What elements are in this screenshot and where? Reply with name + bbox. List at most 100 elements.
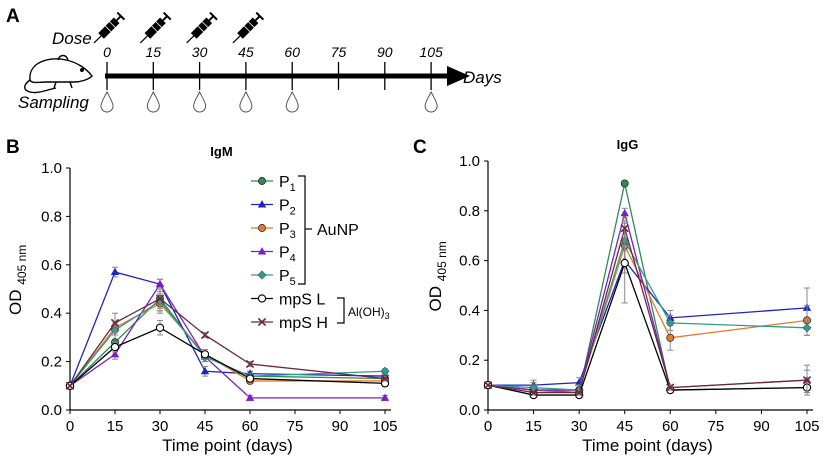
- x-tick-label: 45: [616, 418, 633, 435]
- data-point: [620, 179, 629, 188]
- timeline-tick-label: 60: [284, 44, 300, 60]
- x-tick-label: 30: [571, 418, 588, 435]
- chart-title: IgM: [210, 144, 232, 159]
- x-tick-label: 60: [662, 418, 679, 435]
- series-line: [487, 261, 808, 396]
- blood-drop-icon: [100, 90, 114, 113]
- syringe-icon: [93, 11, 126, 44]
- data-point: [380, 393, 390, 401]
- data-point: [574, 388, 584, 397]
- panel-label: C: [413, 137, 427, 158]
- blood-drop-icon: [193, 90, 207, 113]
- panel-a-timeline: A Dose Sampling Days 0 15 30 45 60 75 90 105: [6, 6, 502, 113]
- legend-group-aunp: AuNP: [317, 222, 359, 239]
- data-point: [110, 342, 120, 352]
- data-point: [200, 330, 210, 340]
- series-line: [487, 210, 808, 391]
- series-line: [69, 297, 386, 387]
- x-tick-label: 90: [332, 418, 349, 435]
- timeline-tick-label: 45: [238, 44, 254, 60]
- data-point: [257, 270, 267, 280]
- series-p5: [483, 230, 812, 396]
- series-line: [487, 243, 808, 391]
- series-line: [69, 271, 386, 387]
- data-point: [110, 349, 120, 358]
- y-tick-label: 0.6: [459, 253, 480, 270]
- x-tick-label: 60: [242, 418, 259, 435]
- data-point: [257, 200, 267, 208]
- days-label: Days: [463, 68, 502, 87]
- legend-group-alum: Al(OH)3: [348, 305, 390, 321]
- series-line: [487, 225, 808, 394]
- data-point: [155, 294, 165, 303]
- legend-label: P3: [279, 221, 296, 241]
- x-tick-label: 15: [107, 418, 124, 435]
- x-tick-label: 15: [525, 418, 542, 435]
- igm-chart: B IgM 0 15 30 45 60 75 90 105 0.0 0.2 0.4 0.6 0.8 1.0 Ti…: [6, 137, 398, 455]
- legend-label: P1: [279, 174, 296, 194]
- timeline-tick-label: 15: [146, 44, 162, 60]
- x-tick-label: 45: [197, 418, 214, 435]
- series-line: [69, 300, 386, 387]
- x-tick-label: 0: [66, 418, 74, 435]
- data-point: [620, 224, 629, 233]
- data-point: [380, 374, 390, 383]
- x-tick-label: 90: [753, 418, 770, 435]
- chart-title: IgG: [617, 137, 639, 152]
- x-tick-label: 105: [372, 418, 397, 435]
- y-axis-label: OD 405 nm: [6, 245, 29, 315]
- dose-label: Dose: [52, 29, 92, 48]
- panel-a-label: A: [6, 6, 20, 27]
- y-tick-label: 0.2: [41, 354, 62, 371]
- data-point: [110, 318, 120, 328]
- legend: P1 P2 P3 P4 P5 mpS L mpS H AuNP Al(OH)3: [251, 174, 390, 332]
- data-point: [258, 177, 266, 185]
- x-tick-label: 105: [794, 418, 819, 435]
- y-tick-label: 1.0: [41, 160, 62, 177]
- data-point: [65, 381, 75, 390]
- data-point: [483, 380, 493, 390]
- timeline-tick-label: 75: [331, 44, 347, 60]
- data-point: [110, 267, 120, 276]
- blood-drop-icon: [285, 90, 299, 113]
- data-point: [665, 318, 675, 328]
- series-line: [69, 326, 386, 387]
- legend-bracket: [337, 297, 345, 324]
- data-point: [245, 359, 255, 369]
- y-tick-label: 0.4: [41, 305, 62, 322]
- y-tick-label: 0.6: [41, 257, 62, 274]
- x-axis-label: Time point (days): [582, 436, 713, 455]
- legend-label: P4: [279, 245, 296, 265]
- legend-label: mpS H: [279, 315, 328, 332]
- x-tick-label: 30: [152, 418, 169, 435]
- series-p3: [484, 230, 811, 396]
- syringe-icon: [232, 11, 265, 44]
- igg-chart: C IgG 0 15 30 45 60 75 90 105 0.0 0.2 0.4 0.6 0.8 1.0 Ti…: [413, 137, 820, 455]
- x-tick-label: 75: [708, 418, 725, 435]
- series-p2: [483, 247, 812, 391]
- syringe-icon: [186, 11, 218, 44]
- series-p1: [484, 179, 811, 397]
- data-point: [245, 374, 255, 383]
- blood-drop-icon: [146, 90, 160, 113]
- data-point: [620, 258, 629, 268]
- blood-drop-icon: [424, 90, 438, 113]
- series-mps-h: [483, 220, 812, 397]
- timeline-tick-label: 0: [103, 44, 111, 60]
- data-point: [666, 333, 675, 342]
- legend-label: mpS L: [279, 292, 325, 309]
- data-point: [802, 375, 812, 385]
- x-tick-label: 75: [287, 418, 304, 435]
- y-tick-label: 0.0: [41, 402, 62, 419]
- y-axis-label: OD 405 nm: [426, 241, 449, 311]
- y-tick-label: 0.0: [459, 402, 480, 419]
- series-p4: [483, 207, 812, 396]
- timeline-tick-label: 90: [377, 44, 393, 60]
- series-line: [487, 239, 808, 391]
- data-point: [258, 224, 266, 232]
- data-point: [245, 393, 255, 401]
- data-point: [257, 294, 267, 303]
- y-tick-label: 0.8: [41, 208, 62, 225]
- mouse-icon: [24, 54, 93, 94]
